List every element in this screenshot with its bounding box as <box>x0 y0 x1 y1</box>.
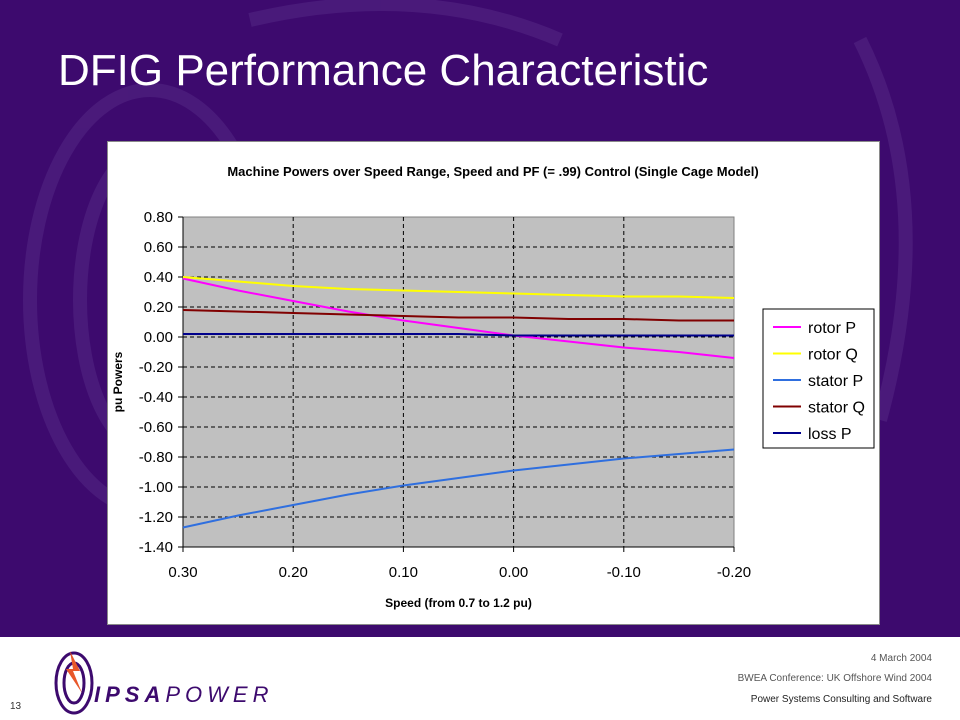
y-axis-label: pu Powers <box>111 351 125 412</box>
legend-label: stator Q <box>808 400 865 417</box>
x-axis-label: Speed (from 0.7 to 1.2 pu) <box>385 596 532 610</box>
series-line-stator-Q <box>182 309 734 322</box>
footer-conference: BWEA Conference: UK Offshore Wind 2004 <box>737 673 932 684</box>
y-tick-label: 0.60 <box>144 239 173 256</box>
x-tick-label: 0.10 <box>389 564 418 581</box>
series-line-rotor-P <box>182 277 735 359</box>
slide-title: DFIG Performance Characteristic <box>58 46 709 95</box>
ipsa-power-logo-text: IPSAPOWER <box>94 682 274 707</box>
plot-area <box>182 216 735 548</box>
legend-label: stator P <box>808 373 863 390</box>
y-tick-label: -1.00 <box>139 479 173 496</box>
x-tick-label: -0.20 <box>717 564 751 581</box>
footer <box>0 637 960 720</box>
legend-label: rotor Q <box>808 347 858 364</box>
x-tick-label: 0.20 <box>279 564 308 581</box>
x-tick-label: -0.10 <box>607 564 641 581</box>
y-tick-label: 0.20 <box>144 299 173 316</box>
page-number: 13 <box>10 701 22 712</box>
y-tick-label: 0.00 <box>144 329 173 346</box>
series-line-rotor-Q <box>182 276 735 299</box>
legend-label: rotor P <box>808 320 856 337</box>
x-tick-label: 0.30 <box>168 564 197 581</box>
y-tick-label: -0.40 <box>139 389 173 406</box>
y-tick-label: -1.20 <box>139 509 173 526</box>
legend-label: loss P <box>808 426 852 443</box>
y-tick-label: -0.80 <box>139 449 173 466</box>
y-tick-label: 0.80 <box>144 209 173 226</box>
footer-date: 4 March 2004 <box>870 653 932 664</box>
series-line-stator-P <box>182 448 735 529</box>
chart-title: Machine Powers over Speed Range, Speed a… <box>227 164 758 179</box>
chart-frame: Machine Powers over Speed Range, Speed a… <box>107 141 880 625</box>
footer-tagline: Power Systems Consulting and Software <box>750 694 932 705</box>
legend <box>762 308 875 449</box>
ipsa-logo-icon <box>54 651 94 715</box>
chart: Machine Powers over Speed Range, Speed a… <box>111 164 875 610</box>
y-tick-label: -1.40 <box>139 539 173 556</box>
x-tick-label: 0.00 <box>499 564 528 581</box>
y-tick-label: -0.60 <box>139 419 173 436</box>
series-line-loss-P <box>183 333 734 337</box>
y-tick-label: -0.20 <box>139 359 173 376</box>
y-tick-label: 0.40 <box>144 269 173 286</box>
